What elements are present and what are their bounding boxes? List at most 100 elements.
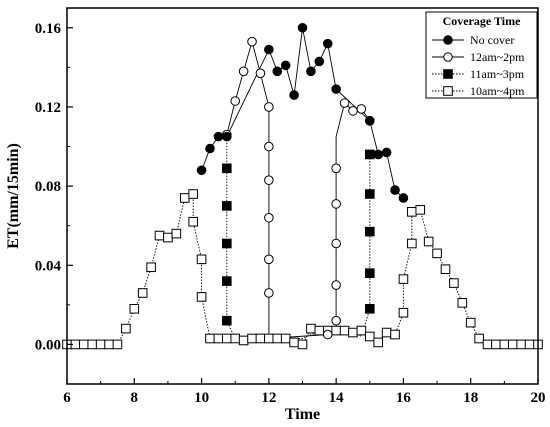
data-point bbox=[314, 56, 325, 67]
data-point bbox=[213, 131, 224, 142]
data-point bbox=[222, 315, 232, 326]
y-tick-label: 0.08 bbox=[35, 179, 61, 195]
data-point bbox=[196, 254, 207, 265]
data-point bbox=[129, 304, 140, 314]
data-point bbox=[238, 66, 249, 77]
data-point bbox=[407, 238, 417, 249]
data-point bbox=[407, 207, 417, 217]
data-point bbox=[356, 104, 367, 114]
data-point bbox=[213, 333, 224, 344]
y-tick-label: 0.04 bbox=[35, 258, 62, 274]
data-point bbox=[179, 193, 190, 203]
data-point bbox=[222, 333, 232, 344]
data-point bbox=[457, 298, 468, 308]
data-point bbox=[364, 149, 375, 160]
data-point bbox=[381, 147, 392, 158]
data-point bbox=[95, 339, 106, 350]
data-point bbox=[474, 333, 484, 344]
data-point bbox=[154, 230, 165, 241]
x-tick-label: 18 bbox=[463, 390, 478, 406]
data-point bbox=[121, 323, 131, 334]
data-point bbox=[272, 66, 283, 77]
data-point bbox=[364, 331, 375, 342]
y-tick-label: 0.00 bbox=[35, 337, 61, 353]
data-point bbox=[339, 325, 350, 336]
data-point bbox=[322, 329, 333, 340]
y-axis-title: ET(mm/15min) bbox=[5, 143, 22, 249]
data-point bbox=[339, 98, 350, 108]
data-point bbox=[364, 116, 375, 126]
legend: Coverage Time No cover 12am~2pm 11am~3pm 10… bbox=[425, 11, 538, 99]
data-point bbox=[331, 199, 341, 209]
x-tick-label: 16 bbox=[396, 390, 412, 406]
data-point bbox=[264, 102, 274, 112]
data-point bbox=[196, 292, 207, 302]
data-point bbox=[222, 163, 232, 174]
data-point bbox=[398, 307, 409, 318]
data-point bbox=[507, 339, 518, 350]
data-point bbox=[222, 131, 232, 142]
data-point bbox=[381, 327, 392, 338]
series-line bbox=[226, 136, 371, 339]
y-tick-label: 0.16 bbox=[35, 21, 62, 37]
data-point bbox=[364, 226, 375, 237]
data-point bbox=[264, 44, 274, 55]
data-point bbox=[331, 238, 341, 249]
data-point bbox=[222, 201, 232, 211]
data-point bbox=[87, 339, 98, 350]
data-point bbox=[364, 189, 375, 199]
legend-label: 11am~3pm bbox=[470, 67, 525, 81]
data-point bbox=[264, 141, 274, 152]
data-point bbox=[137, 288, 148, 298]
data-point bbox=[516, 339, 526, 350]
data-point bbox=[491, 339, 501, 350]
data-point bbox=[255, 333, 266, 344]
y-tick-label: 0.12 bbox=[35, 100, 61, 116]
legend-marker bbox=[443, 52, 453, 62]
data-point bbox=[222, 276, 232, 286]
data-point bbox=[264, 254, 274, 265]
legend-marker bbox=[443, 86, 453, 96]
data-point bbox=[331, 315, 341, 326]
data-point bbox=[196, 165, 207, 176]
data-point bbox=[348, 327, 358, 338]
data-point bbox=[356, 325, 367, 336]
legend-marker bbox=[443, 69, 453, 79]
data-point bbox=[264, 212, 274, 223]
x-tick-label: 12 bbox=[261, 390, 276, 406]
data-point bbox=[314, 325, 325, 336]
data-point bbox=[524, 339, 535, 350]
x-tick-label: 6 bbox=[63, 390, 71, 406]
axis-ticks: 6 8 10 12 14 16 18 20 0.00 0.04 0.08 0.12 0.16 bbox=[35, 21, 546, 406]
x-axis-title: Time bbox=[285, 406, 320, 423]
data-point bbox=[272, 333, 283, 344]
data-point bbox=[373, 337, 383, 348]
data-point bbox=[280, 60, 291, 71]
data-point bbox=[398, 193, 409, 203]
data-point bbox=[373, 149, 383, 160]
data-point bbox=[238, 335, 249, 346]
data-point bbox=[264, 333, 274, 344]
data-point bbox=[331, 280, 341, 290]
data-point bbox=[390, 185, 400, 195]
plot-markers bbox=[62, 22, 543, 350]
data-point bbox=[289, 337, 299, 348]
data-point bbox=[188, 189, 198, 199]
data-point bbox=[482, 339, 493, 350]
data-point bbox=[205, 143, 215, 154]
legend-label: 12am~2pm bbox=[470, 50, 525, 64]
x-tick-label: 20 bbox=[531, 390, 546, 406]
data-point bbox=[440, 264, 451, 275]
data-point bbox=[348, 106, 358, 116]
data-point bbox=[499, 339, 510, 350]
data-point bbox=[415, 205, 426, 215]
data-point bbox=[247, 333, 257, 344]
data-point bbox=[163, 232, 173, 243]
data-point bbox=[230, 333, 241, 344]
data-point bbox=[306, 66, 316, 77]
data-point bbox=[264, 175, 274, 185]
data-point bbox=[247, 36, 257, 47]
data-point bbox=[79, 339, 89, 350]
legend-label: 10am~4pm bbox=[470, 84, 525, 98]
